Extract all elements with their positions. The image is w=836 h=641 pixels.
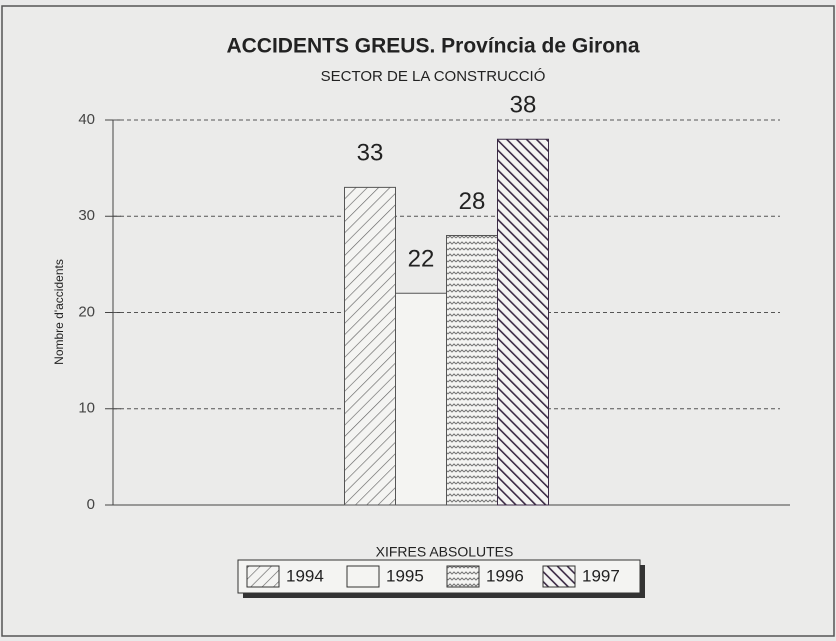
- legend-label: 1995: [386, 566, 424, 585]
- value-label: 28: [459, 188, 486, 215]
- legend-swatch: [542, 565, 576, 588]
- y-tick-label: 40: [78, 111, 95, 128]
- bar: [395, 292, 447, 506]
- legend-swatch: [346, 565, 380, 588]
- y-axis-label: Nombre d'accidents: [52, 259, 66, 365]
- y-tick-label: 20: [78, 303, 95, 320]
- legend-swatch: [446, 565, 480, 588]
- y-tick-label: 0: [87, 496, 95, 513]
- chart-title: ACCIDENTS GREUS. Província de Girona: [226, 35, 639, 58]
- legend-swatch: [246, 565, 280, 588]
- bar: [446, 235, 498, 506]
- y-tick-label: 30: [78, 207, 95, 224]
- value-label: 38: [510, 92, 537, 119]
- bar: [497, 138, 549, 506]
- chart-subtitle: SECTOR DE LA CONSTRUCCIÓ: [321, 68, 546, 85]
- legend-label: 1996: [486, 566, 524, 585]
- legend-label: 1997: [582, 566, 620, 585]
- value-label: 33: [357, 140, 384, 167]
- bar: [344, 186, 396, 506]
- value-label: 22: [408, 246, 435, 273]
- legend-label: 1994: [286, 566, 324, 585]
- x-tick-label: XIFRES ABSOLUTES: [376, 544, 514, 560]
- y-tick-label: 10: [78, 400, 95, 417]
